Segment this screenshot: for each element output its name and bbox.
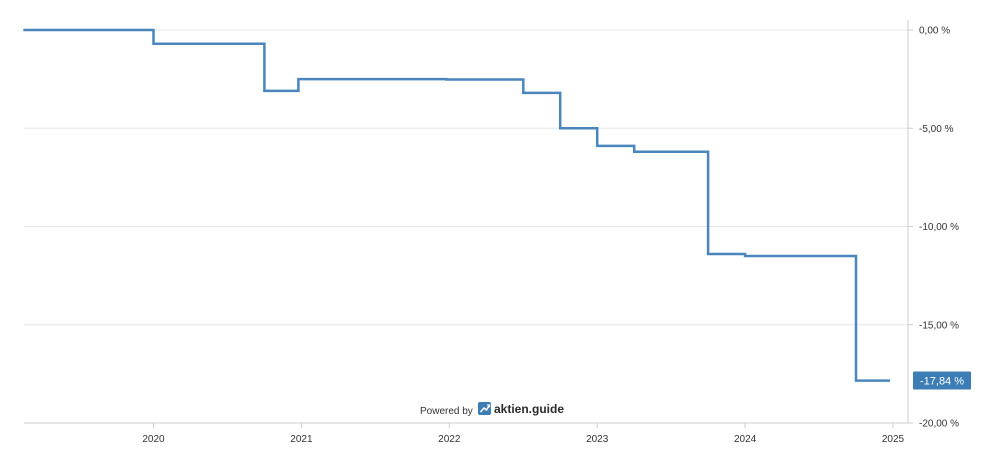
brand-label: aktien.guide [494,402,564,416]
y-tick-label: -5,00 % [919,124,954,135]
y-tick-label: -15,00 % [919,320,959,331]
x-tick-label: 2020 [142,434,165,445]
series-line [23,28,890,382]
x-tick-label: 2023 [586,434,609,445]
x-tick-label: 2021 [290,434,313,445]
last-value-badge-bg [913,371,971,390]
watermark[interactable]: Powered by aktien.guide [420,402,564,417]
x-tick-label: 2025 [882,434,905,445]
grid-lines [24,29,908,424]
y-tick-label: -10,00 % [919,222,959,233]
powered-by-label: Powered by [420,406,473,417]
last-value-label: -17,84 % [920,376,964,388]
y-tick-label: -20,00 % [919,419,959,430]
x-tick-label: 2024 [734,434,757,445]
last-value-badge: -17,84 % [913,371,971,390]
series-layer [23,28,890,382]
y-axis-ticks: 0,00 % -5,00 % -10,00 % -15,00 % -20,00 % [908,26,959,430]
trend-up-icon [478,402,491,415]
x-tick-label: 2022 [438,434,461,445]
axes [24,20,909,424]
x-axis-ticks: 2020 2021 2022 2023 2024 2025 [142,423,905,445]
y-tick-label: 0,00 % [919,26,950,37]
